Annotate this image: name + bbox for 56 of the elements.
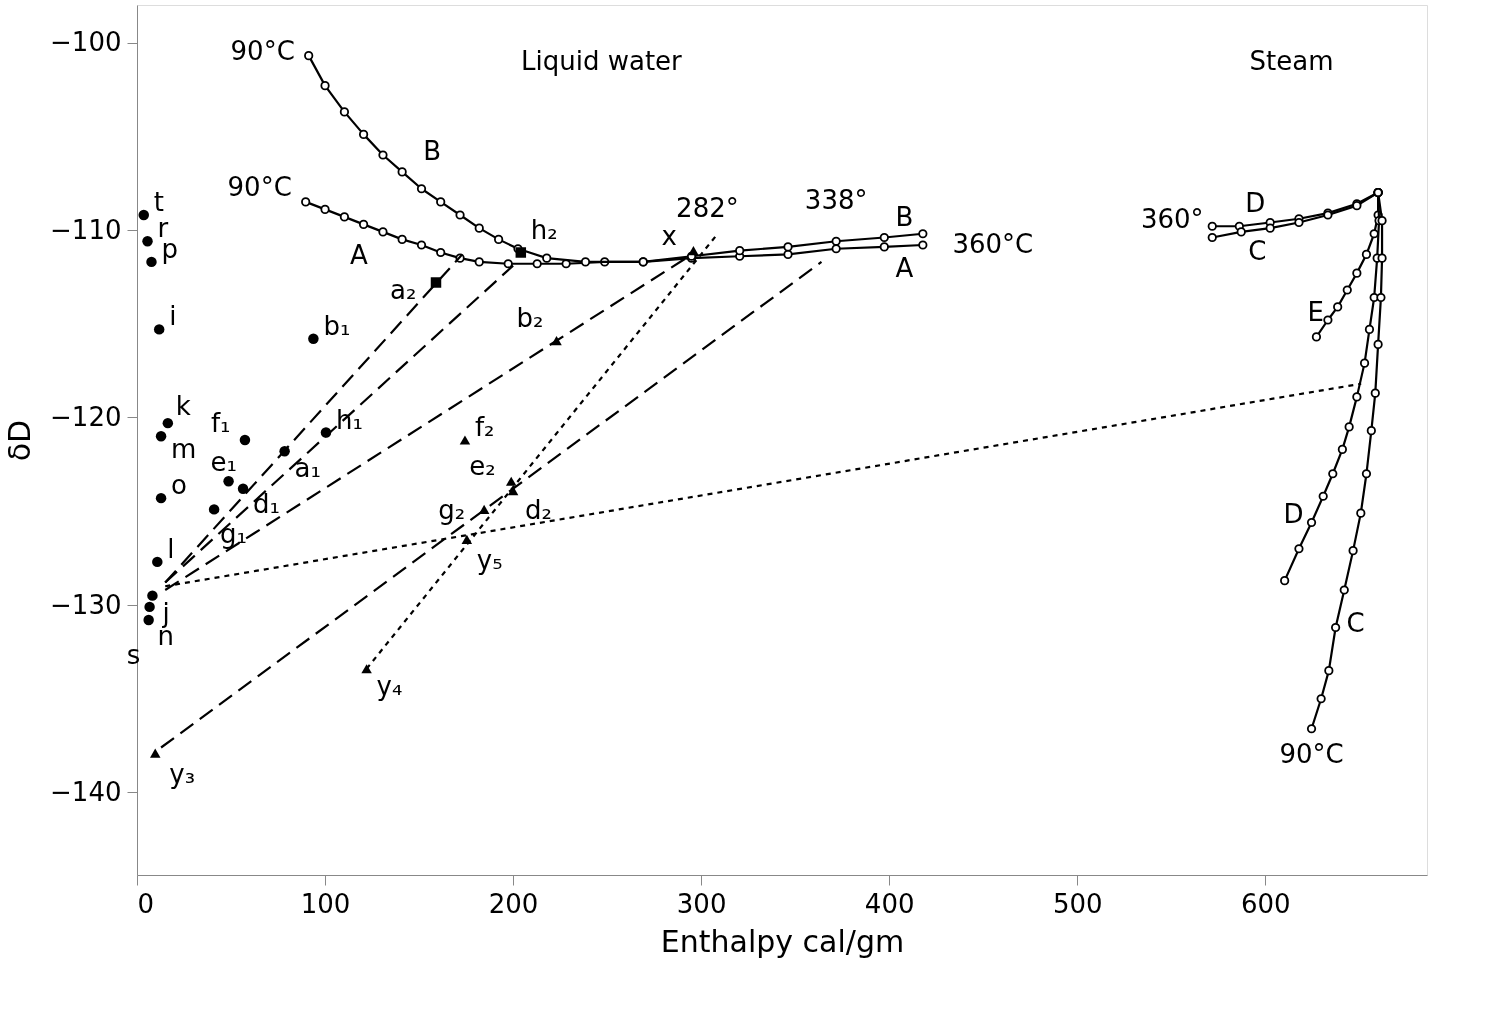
data-label: l [167,533,175,564]
annotation: C [1248,235,1267,266]
data-label: g₁ [220,519,248,550]
annotation: B [423,135,442,166]
data-label: i [169,301,177,332]
x-tick-label: 300 [676,888,727,919]
x-tick-label: 600 [1240,888,1291,919]
annotation: B [895,201,914,232]
data-label: f₁ [210,408,231,438]
x-tick-label: 200 [488,888,539,919]
annotation: 360° [1140,204,1204,235]
annotation: C [1346,607,1365,638]
data-label: f₂ [474,412,495,442]
y-tick-label: −120 [50,402,122,432]
annotation: A [350,239,369,270]
annotation: A [895,252,914,283]
data-label: d₁ [253,488,280,519]
y-tick-label: −130 [50,589,122,620]
annotation: D [1283,498,1304,529]
data-label: y₃ [169,759,196,790]
data-label: k [175,391,191,422]
annotation: E [1307,296,1324,327]
data-label: g₂ [438,495,466,526]
y-tick-label: −110 [50,214,122,245]
data-label: a₁ [294,453,321,484]
data-label: y₄ [376,670,403,701]
annotation: 360°C [952,229,1034,259]
annotation: 90°C [230,35,295,66]
x-axis-title: Enthalpy cal/gm [660,923,905,959]
y-tick-label: −100 [50,27,122,57]
x-tick-label: 0 [137,888,155,919]
data-label: o [171,470,187,501]
data-label: d₂ [525,494,553,525]
data-label: b₁ [323,310,351,341]
data-label: y₅ [476,545,503,576]
annotation: 338° [804,185,868,216]
annotation: 282° [676,192,739,223]
x-tick-label: 100 [300,888,351,919]
data-label: h₂ [530,214,558,245]
annotation: Liquid water [521,45,683,76]
data-label: h₁ [335,404,363,435]
data-label: m [171,434,197,465]
annotation: 90°C [227,171,292,202]
data-label: x [661,220,677,251]
x-tick-label: 400 [864,888,915,919]
y-axis-title: δD [2,419,38,462]
data-label: e₂ [469,451,496,482]
x-tick-label: 500 [1052,888,1103,919]
data-label: a₂ [389,274,417,305]
annotation: D [1245,188,1266,219]
annotation: 90°C [1279,738,1344,769]
data-label: s [126,640,141,670]
data-label: b₂ [516,302,544,333]
data-label: e₁ [210,447,237,478]
y-tick-label: −140 [50,777,122,807]
annotation: Steam [1249,45,1334,76]
